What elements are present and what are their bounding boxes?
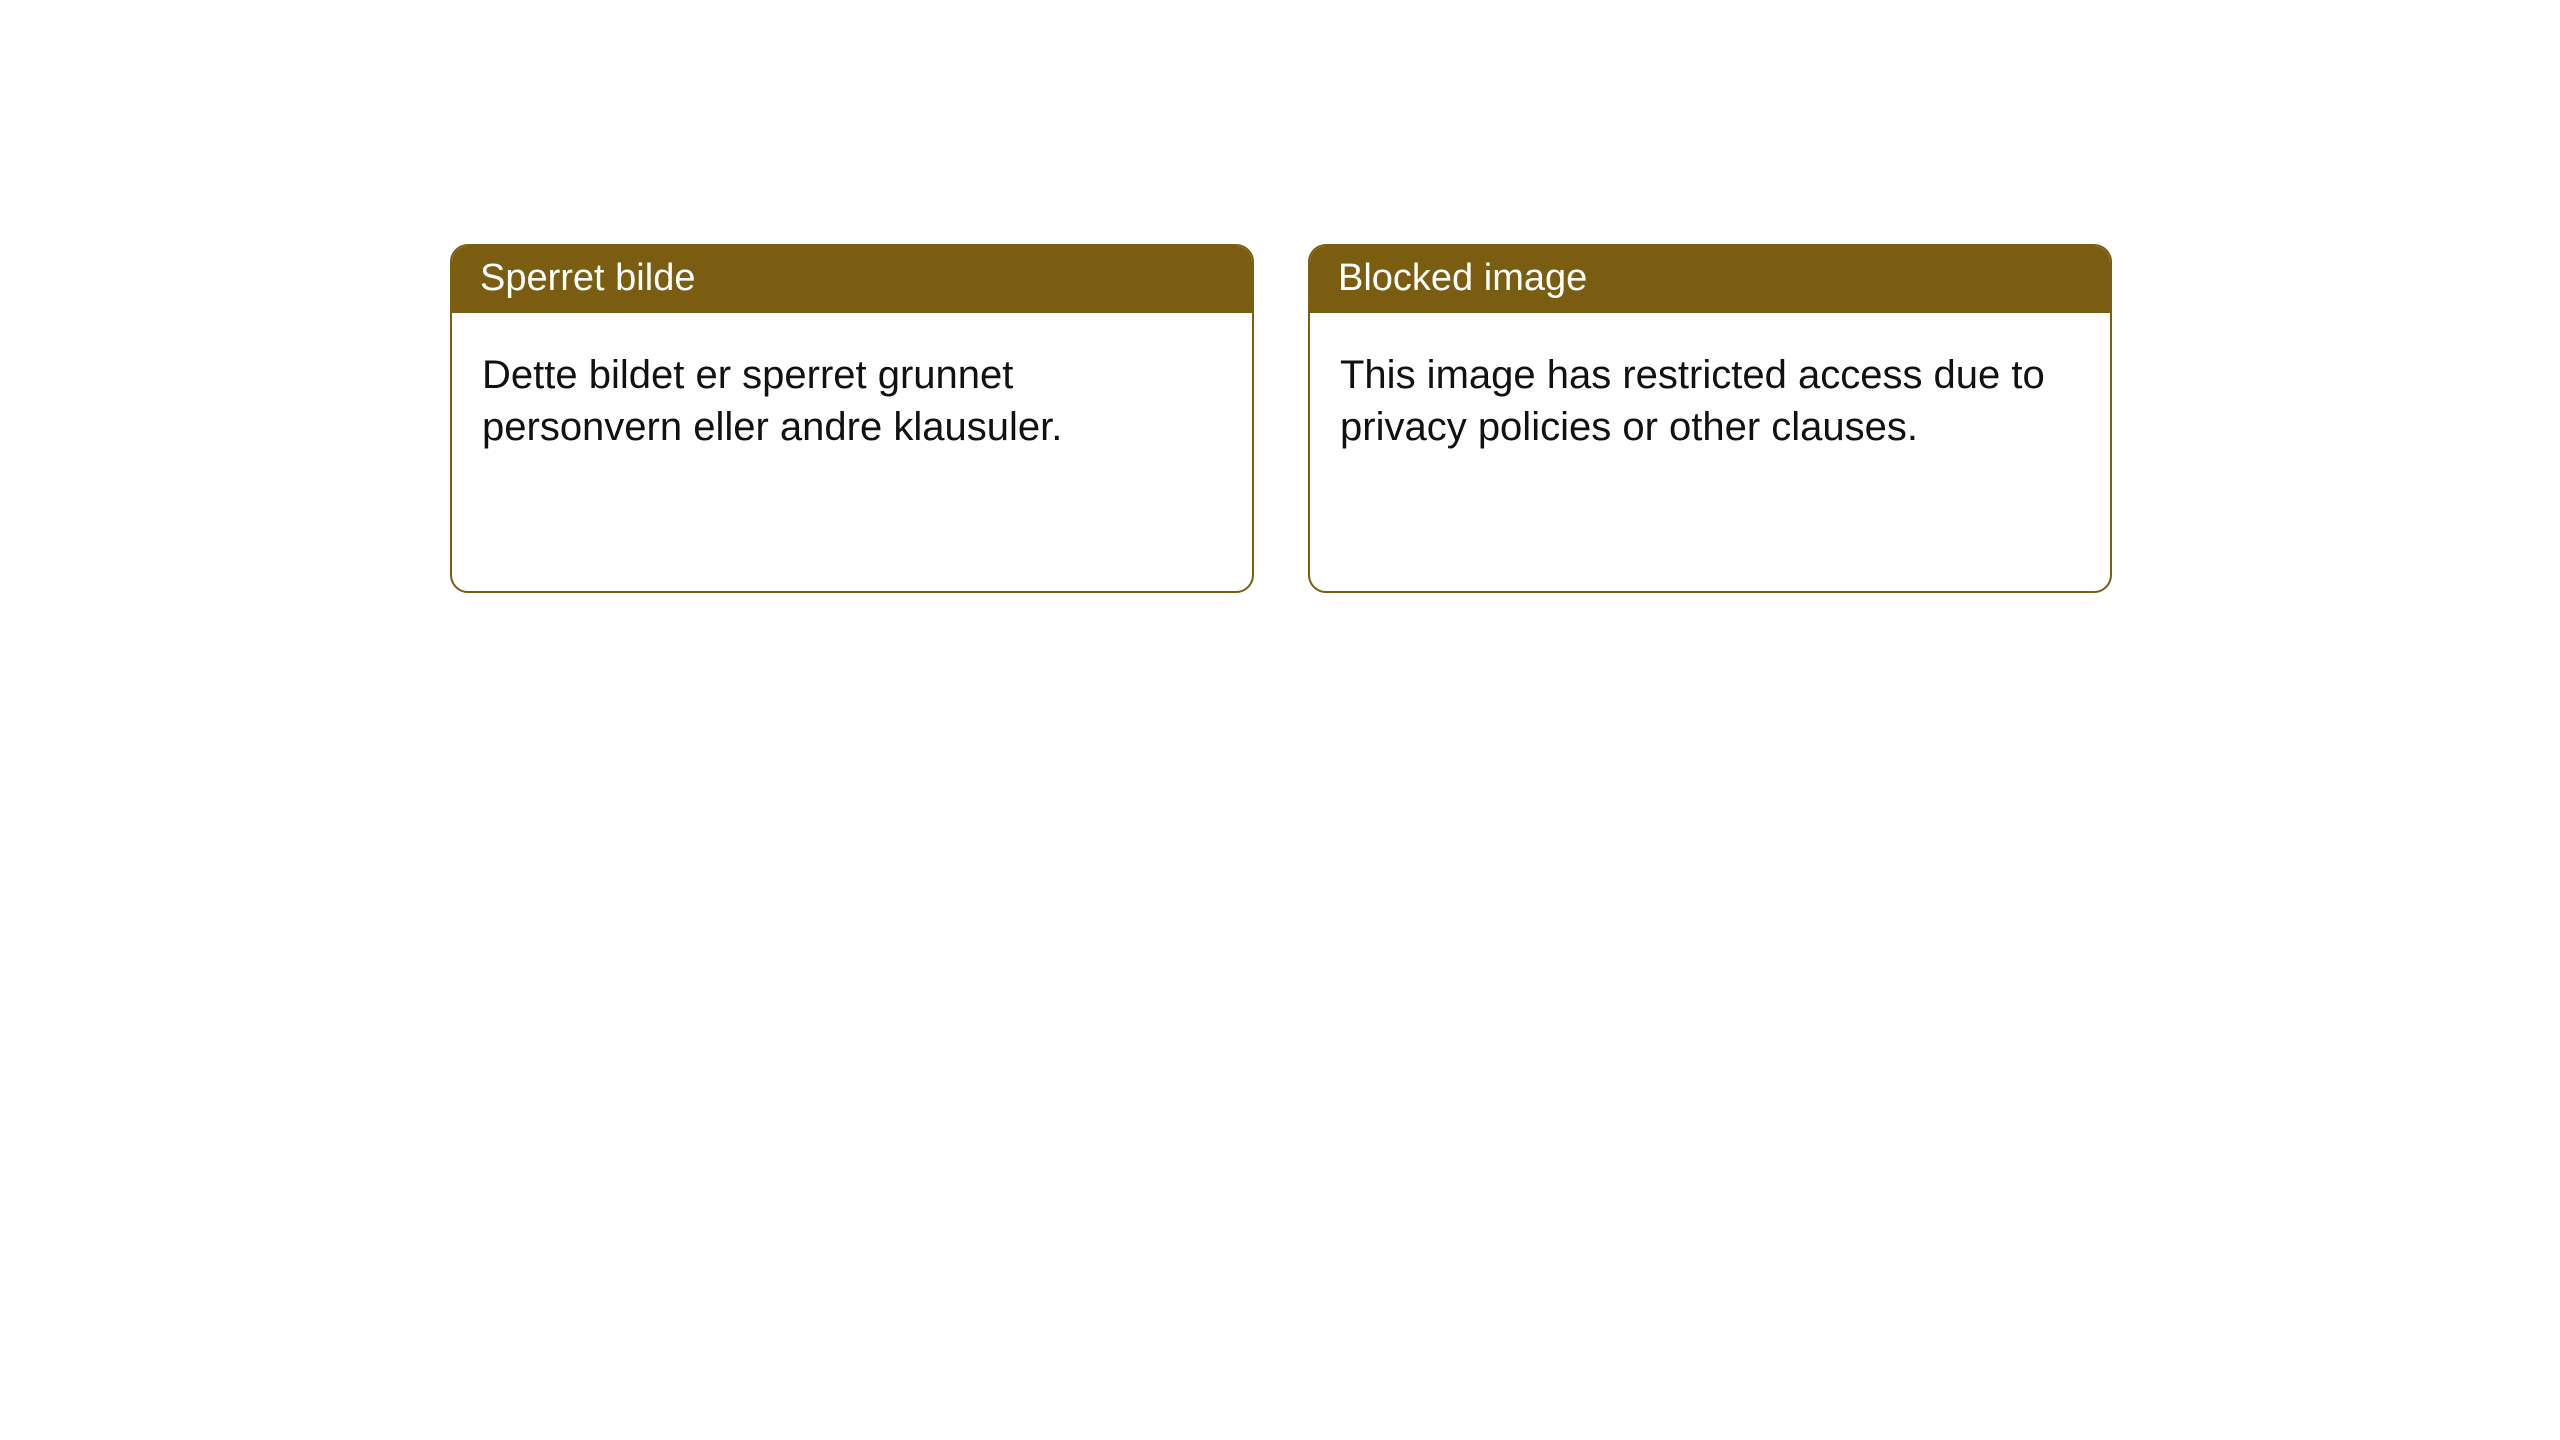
notice-card-body: This image has restricted access due to …: [1310, 313, 2110, 591]
notice-card-title: Blocked image: [1310, 246, 2110, 313]
notice-card-title: Sperret bilde: [452, 246, 1252, 313]
notice-card-english: Blocked image This image has restricted …: [1308, 244, 2112, 593]
notice-container: Sperret bilde Dette bildet er sperret gr…: [450, 244, 2112, 593]
notice-card-body: Dette bildet er sperret grunnet personve…: [452, 313, 1252, 591]
notice-card-norwegian: Sperret bilde Dette bildet er sperret gr…: [450, 244, 1254, 593]
